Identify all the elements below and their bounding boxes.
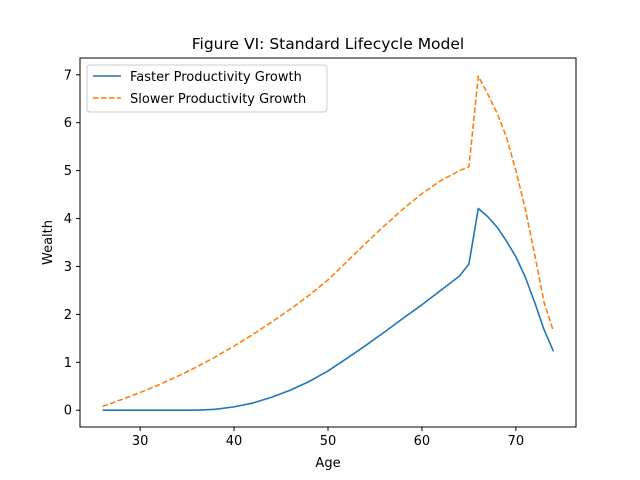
legend-box <box>86 64 328 113</box>
y-tick-label: 5 <box>64 164 72 179</box>
x-tick-label: 60 <box>414 434 431 449</box>
y-axis-label: Wealth <box>41 220 56 265</box>
y-tick-label: 3 <box>64 260 72 275</box>
y-tick-label: 4 <box>64 212 72 227</box>
x-tick-label: 30 <box>132 434 149 449</box>
y-axis: 0 1 2 3 4 5 6 7 <box>64 68 80 419</box>
y-tick-label: 7 <box>64 68 72 83</box>
x-axis: 30 40 50 60 70 <box>132 427 524 449</box>
y-tick-label: 2 <box>64 308 72 323</box>
legend-label-slower: Slower Productivity Growth <box>130 92 306 107</box>
series-line-slower-growth <box>102 75 555 408</box>
x-tick-label: 70 <box>508 434 525 449</box>
series-line-faster-growth <box>102 207 555 412</box>
x-tick-label: 40 <box>226 434 243 449</box>
y-tick-label: 6 <box>64 116 72 131</box>
y-tick-label: 0 <box>64 404 72 419</box>
y-tick-label: 1 <box>64 356 72 371</box>
legend: Faster Productivity Growth Slower Produc… <box>86 64 328 113</box>
series-layer <box>102 75 555 412</box>
x-tick-label: 50 <box>320 434 337 449</box>
legend-label-faster: Faster Productivity Growth <box>130 70 302 85</box>
chart-title: Figure VI: Standard Lifecycle Model <box>192 35 464 53</box>
x-axis-label: Age <box>315 456 340 471</box>
